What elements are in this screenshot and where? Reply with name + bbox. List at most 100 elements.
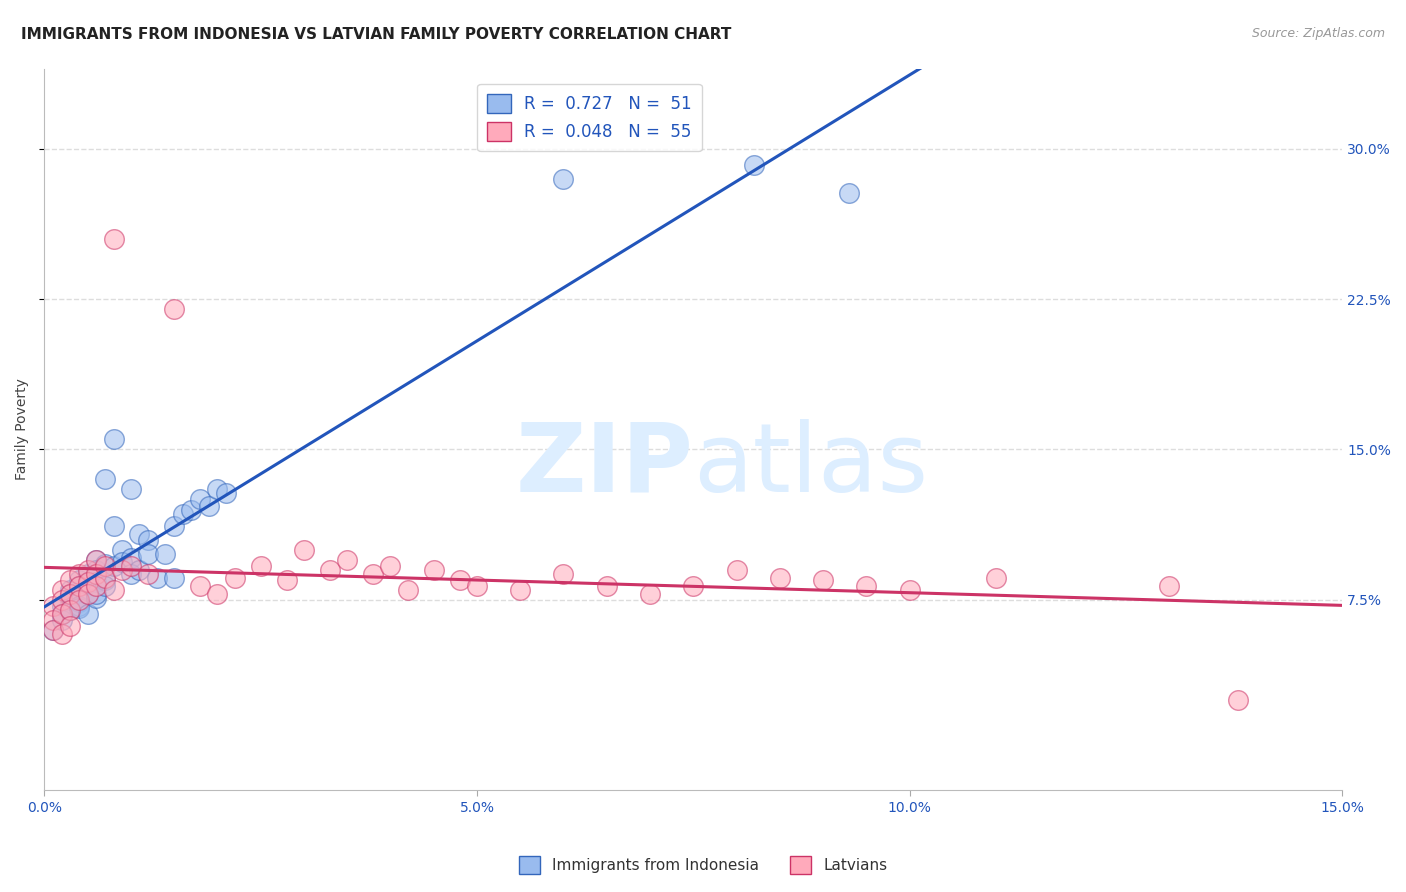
Point [67, 579, 90, 593]
Point [103, 232, 125, 246]
Point [509, 582, 531, 597]
Point [76, 576, 98, 591]
Point [396, 582, 419, 597]
Point [128, 526, 150, 541]
Point [120, 566, 142, 581]
Point [180, 502, 202, 516]
Text: IMMIGRANTS FROM INDONESIA VS LATVIAN FAMILY POVERTY CORRELATION CHART: IMMIGRANTS FROM INDONESIA VS LATVIAN FAM… [21, 27, 731, 42]
Point [94, 558, 117, 573]
Point [111, 542, 134, 557]
Point [855, 579, 877, 593]
Point [553, 171, 575, 186]
Point [249, 558, 271, 573]
Point [94, 472, 117, 486]
Point [42, 613, 65, 627]
Point [163, 571, 186, 585]
Point [336, 552, 359, 566]
Point [111, 555, 134, 569]
Point [224, 571, 246, 585]
Point [449, 573, 471, 587]
Point [51, 613, 73, 627]
Point [84, 566, 107, 581]
Point [725, 563, 748, 577]
Point [136, 533, 159, 547]
Point [84, 552, 107, 566]
Point [67, 600, 90, 615]
Point [84, 591, 107, 605]
Y-axis label: Family Poverty: Family Poverty [15, 378, 30, 480]
Point [76, 566, 98, 581]
Point [207, 587, 229, 601]
Point [120, 483, 142, 497]
Point [51, 592, 73, 607]
Point [84, 579, 107, 593]
Point [67, 566, 90, 581]
Point [94, 573, 117, 587]
Point [84, 552, 107, 566]
Point [67, 573, 90, 587]
Point [103, 518, 125, 533]
Point [188, 579, 211, 593]
Point [811, 573, 834, 587]
Point [103, 558, 125, 573]
Point [638, 587, 661, 601]
Point [292, 542, 315, 557]
Point [59, 582, 82, 597]
Point [1159, 579, 1181, 593]
Point [76, 607, 98, 621]
Point [197, 499, 219, 513]
Point [1227, 693, 1250, 707]
Point [51, 607, 73, 621]
Point [59, 619, 82, 633]
Point [146, 571, 169, 585]
Point [103, 582, 125, 597]
Point [59, 603, 82, 617]
Legend: Immigrants from Indonesia, Latvians: Immigrants from Indonesia, Latvians [512, 850, 894, 880]
Point [769, 571, 792, 585]
Point [682, 579, 704, 593]
Point [94, 579, 117, 593]
Point [111, 563, 134, 577]
Point [76, 563, 98, 577]
Point [76, 574, 98, 589]
Point [361, 566, 384, 581]
Point [51, 599, 73, 613]
Point [136, 547, 159, 561]
Point [128, 563, 150, 577]
Point [67, 599, 90, 613]
Point [84, 574, 107, 589]
Point [84, 587, 107, 601]
Point [59, 587, 82, 601]
Point [51, 627, 73, 641]
Point [838, 186, 860, 200]
Legend: R =  0.727   N =  51, R =  0.048   N =  55: R = 0.727 N = 51, R = 0.048 N = 55 [477, 84, 702, 151]
Point [42, 599, 65, 613]
Point [42, 623, 65, 637]
Point [319, 563, 342, 577]
Text: atlas: atlas [693, 419, 928, 512]
Point [465, 579, 488, 593]
Point [136, 566, 159, 581]
Point [67, 579, 90, 593]
Point [380, 558, 402, 573]
Point [155, 547, 177, 561]
Point [898, 582, 921, 597]
Point [276, 573, 298, 587]
Point [59, 587, 82, 601]
Point [67, 592, 90, 607]
Point [163, 518, 186, 533]
Point [984, 571, 1007, 585]
Point [120, 558, 142, 573]
Point [76, 587, 98, 601]
Point [42, 623, 65, 637]
Point [742, 158, 765, 172]
Point [172, 507, 194, 521]
Point [120, 550, 142, 565]
Point [553, 566, 575, 581]
Point [76, 587, 98, 601]
Point [103, 433, 125, 447]
Point [59, 592, 82, 607]
Text: ZIP: ZIP [516, 419, 693, 512]
Point [215, 486, 238, 500]
Point [188, 492, 211, 507]
